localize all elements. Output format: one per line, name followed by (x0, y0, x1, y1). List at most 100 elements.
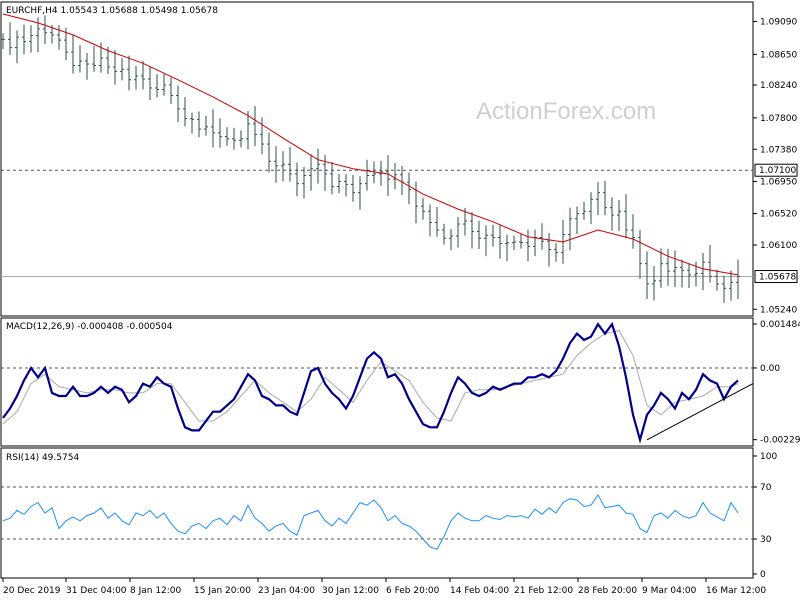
price-bar (267, 132, 271, 173)
price-bar (197, 111, 201, 138)
price-bar (253, 106, 257, 147)
price-bar (687, 263, 691, 289)
price-bar (337, 173, 341, 194)
price-bar (645, 251, 649, 300)
price-bar (113, 49, 117, 85)
price-bar (260, 117, 264, 155)
rsi-tick-label: 100 (760, 452, 777, 462)
price-bar (204, 115, 208, 136)
price-bar (428, 204, 432, 237)
macd-panel-frame (0, 317, 754, 447)
price-bar (288, 147, 292, 182)
price-bar (127, 55, 131, 91)
price-panel-title: EURCHF,H4 1.05543 1.05688 1.05498 1.0567… (6, 6, 218, 16)
price-bar (344, 174, 348, 197)
time-tick-label: 16 Mar 12:00 (706, 586, 766, 596)
price-bar (365, 159, 369, 191)
price-bar (491, 224, 495, 247)
price-tick-label: 1.07800 (760, 114, 797, 124)
time-axis: 20 Dec 2019 31 Dec 04:00 8 Jan 12:00 15 Jan… (2, 578, 766, 596)
current-price-label: 1.05678 (754, 270, 798, 284)
price-bar (659, 248, 663, 288)
macd-panel-title: MACD(12,26,9) -0.000408 -0.000504 (6, 322, 173, 332)
rsi-tick-label: 0 (760, 570, 766, 580)
price-bar (351, 174, 355, 202)
price-tick-label: 1.08650 (760, 50, 797, 60)
price-bar (470, 212, 474, 249)
price-bar (463, 207, 467, 236)
price-bar (407, 172, 411, 205)
price-bar (176, 85, 180, 123)
rsi-lines (1, 486, 753, 551)
price-bar (736, 259, 740, 300)
time-tick-label: 30 Jan 12:00 (322, 586, 379, 596)
time-tick-label: 6 Feb 20:00 (386, 586, 440, 596)
price-bar (694, 261, 698, 287)
moving-average-group (2, 13, 739, 276)
time-tick-label: 31 Dec 04:00 (66, 586, 127, 596)
rsi-tick-label: 70 (760, 483, 772, 493)
price-tick-label: 1.07380 (760, 145, 797, 155)
level-line-group (1, 169, 753, 278)
price-bar (729, 270, 733, 301)
macd-tick-label: 0.001484 (760, 320, 800, 330)
price-bars (1, 15, 740, 303)
price-bar (274, 146, 278, 183)
price-bar (85, 52, 89, 80)
price-bar (239, 130, 243, 148)
price-bar (225, 127, 229, 146)
price-bar (456, 217, 460, 248)
price-bar (92, 46, 96, 72)
time-tick-label: 21 Feb 12:00 (514, 586, 573, 596)
price-bar (246, 110, 250, 150)
macd-tick-label: -0.002297 (760, 436, 800, 446)
price-bar (596, 182, 600, 216)
rsi-axis: 100 70 30 0 (753, 452, 777, 580)
macd-panel: MACD(12,26,9) -0.000408 -0.000504 0.0014… (0, 317, 800, 447)
price-bar (141, 60, 145, 90)
price-bar (316, 148, 320, 184)
price-bar (1, 33, 5, 49)
price-bar (295, 162, 299, 196)
price-bar (540, 223, 544, 250)
price-bar (22, 24, 26, 55)
svg-text:1.07100: 1.07100 (759, 166, 796, 176)
price-bar (421, 198, 425, 220)
price-bar (617, 200, 621, 231)
price-tick-label: 1.06950 (760, 177, 797, 187)
price-bar (211, 109, 215, 148)
price-bar (57, 24, 61, 50)
macd-signal-line (2, 329, 739, 425)
rsi-panel-title: RSI(14) 49.5754 (6, 453, 79, 463)
price-bar (673, 250, 677, 288)
price-bar (29, 25, 33, 53)
price-bar (484, 225, 488, 257)
price-bar (631, 214, 635, 249)
moving-average-line (2, 13, 739, 276)
price-bar (652, 266, 656, 301)
price-bar (680, 259, 684, 288)
price-bar (218, 118, 222, 148)
price-bar (393, 163, 397, 190)
price-bar (582, 202, 586, 220)
price-bar (701, 253, 705, 291)
price-bar (358, 176, 362, 210)
price-bar (708, 245, 712, 283)
price-axis: 1.09090 1.08650 1.08240 1.07800 1.07380 1.069… (753, 17, 798, 315)
price-tick-label: 1.06520 (760, 210, 797, 220)
price-bar (449, 228, 453, 251)
price-bar (43, 15, 47, 45)
macd-trendline (646, 383, 754, 441)
price-bar (624, 194, 628, 239)
watermark: ActionForex.com (476, 98, 656, 125)
price-panel: EURCHF,H4 1.05543 1.05688 1.05498 1.0567… (0, 1, 798, 317)
price-bar (15, 30, 19, 64)
price-bar (547, 233, 551, 267)
time-tick-label: 23 Jan 04:00 (258, 586, 315, 596)
price-bar (603, 180, 607, 216)
price-bar (71, 34, 75, 74)
price-bar (505, 234, 509, 262)
price-tick-label: 1.06100 (760, 241, 797, 251)
